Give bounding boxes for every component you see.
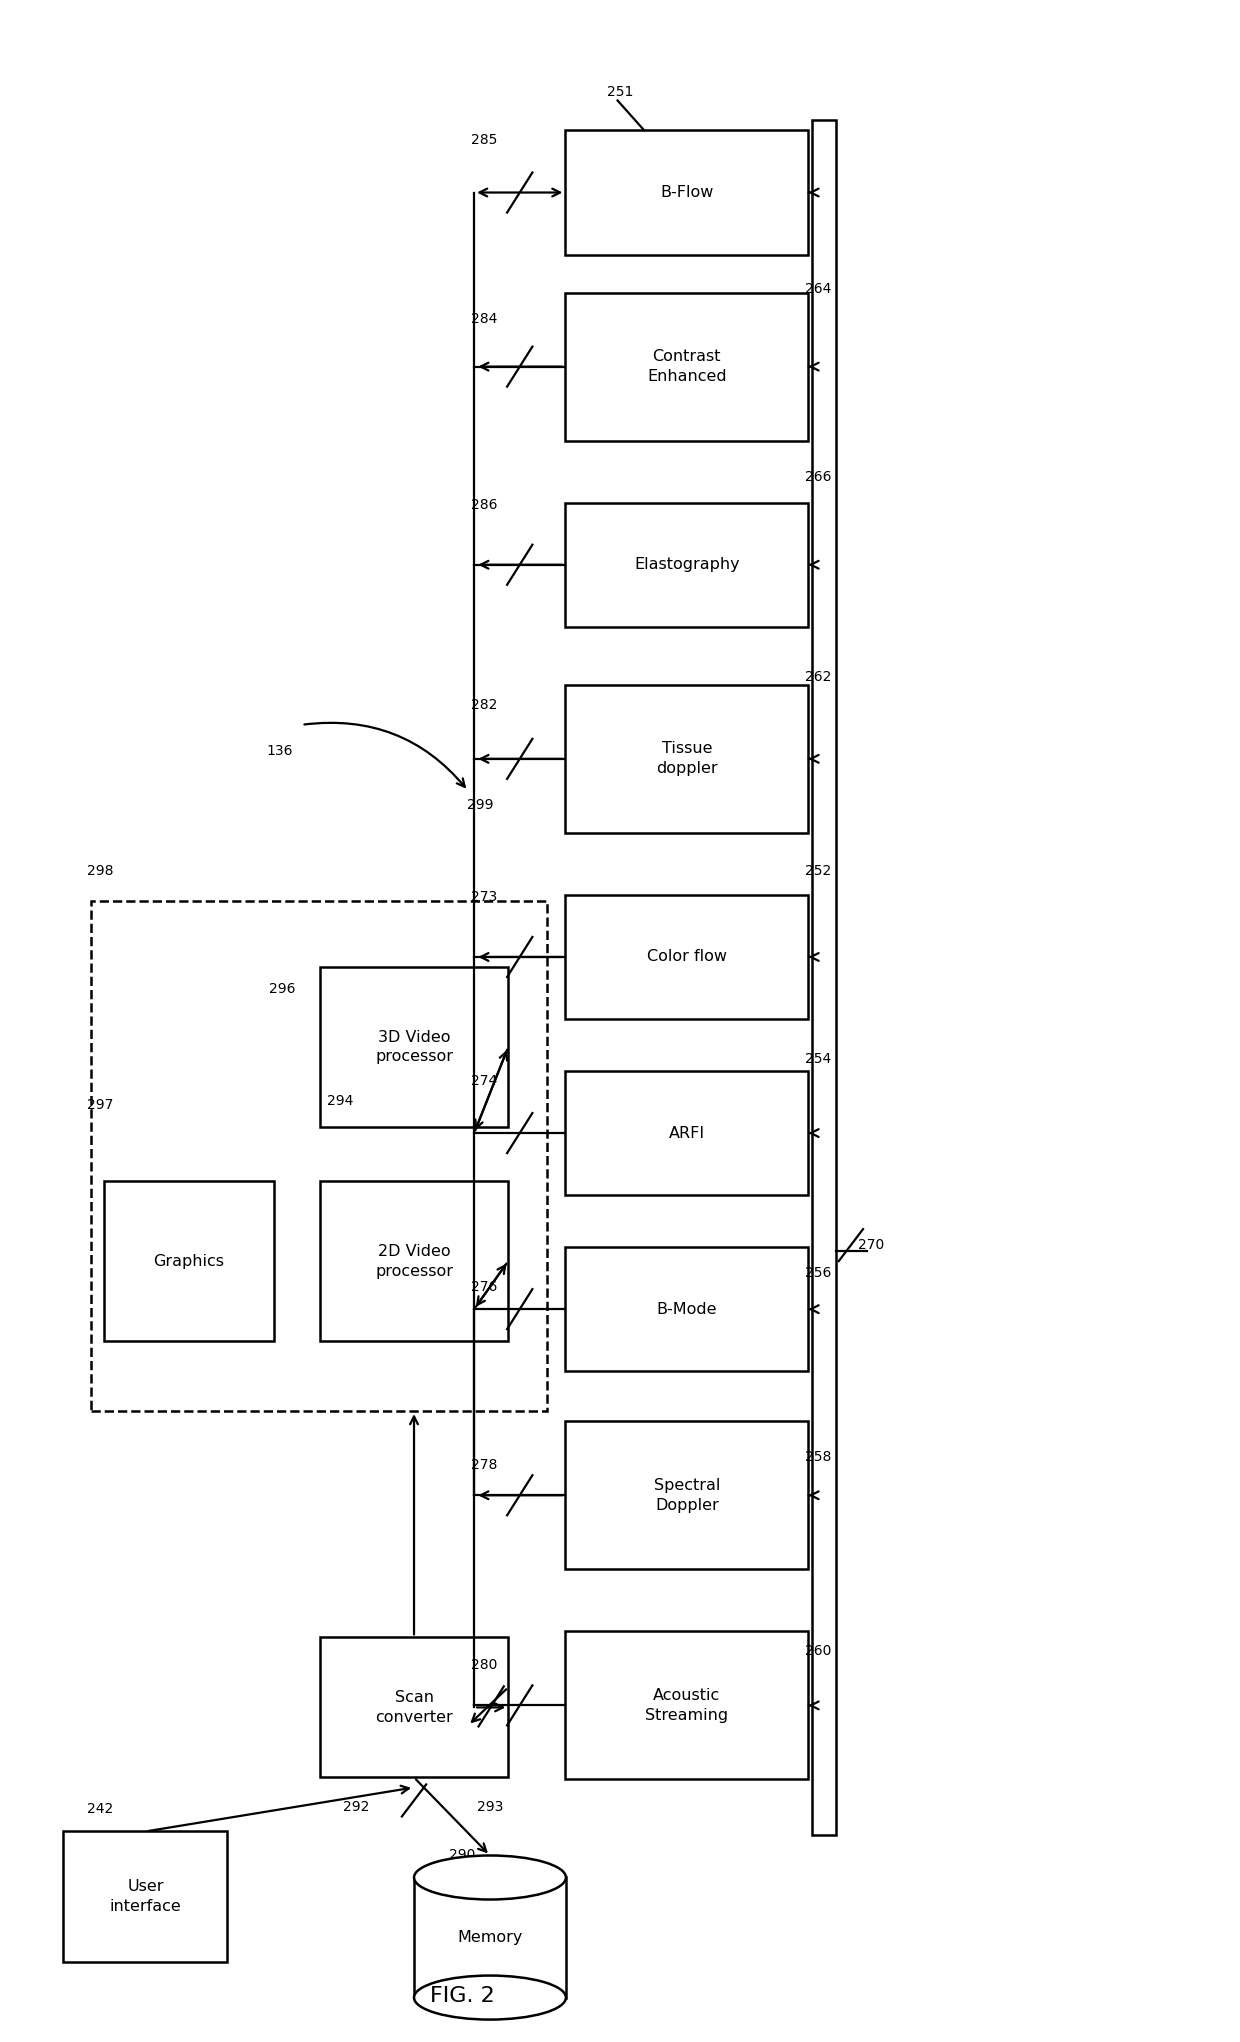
Text: 276: 276 xyxy=(471,1280,497,1295)
Text: 293: 293 xyxy=(477,1801,503,1815)
Text: Scan
converter: Scan converter xyxy=(376,1691,453,1725)
Text: User
interface: User interface xyxy=(109,1879,181,1913)
Bar xyxy=(414,1877,565,1997)
Text: 294: 294 xyxy=(327,1095,353,1109)
Ellipse shape xyxy=(414,1975,565,2020)
Text: Elastography: Elastography xyxy=(634,557,739,572)
Text: 292: 292 xyxy=(343,1801,370,1815)
Text: 299: 299 xyxy=(467,798,494,813)
Text: 274: 274 xyxy=(471,1074,497,1088)
Text: 296: 296 xyxy=(269,982,295,996)
Text: 270: 270 xyxy=(858,1237,884,1252)
Bar xyxy=(565,684,808,833)
Text: 264: 264 xyxy=(805,282,831,296)
Text: 2D Video
processor: 2D Video processor xyxy=(374,1244,453,1278)
Bar xyxy=(565,1632,808,1779)
Bar xyxy=(565,894,808,1019)
Text: 242: 242 xyxy=(87,1803,113,1817)
Text: 251: 251 xyxy=(606,86,634,100)
Text: 286: 286 xyxy=(471,498,497,513)
Text: Contrast
Enhanced: Contrast Enhanced xyxy=(647,349,727,384)
Bar xyxy=(320,1180,508,1342)
Bar xyxy=(320,1638,508,1777)
Bar xyxy=(320,968,508,1127)
Text: 284: 284 xyxy=(471,312,497,325)
Text: ARFI: ARFI xyxy=(668,1125,704,1141)
Text: B-Flow: B-Flow xyxy=(660,186,713,200)
Text: FIG. 2: FIG. 2 xyxy=(429,1985,495,2005)
Text: Spectral
Doppler: Spectral Doppler xyxy=(653,1478,720,1513)
Bar xyxy=(565,502,808,627)
Ellipse shape xyxy=(414,1856,565,1899)
Text: Memory: Memory xyxy=(458,1930,523,1946)
Text: 262: 262 xyxy=(805,670,831,684)
Bar xyxy=(63,1832,227,1962)
Text: 282: 282 xyxy=(471,698,497,713)
Bar xyxy=(565,1072,808,1195)
Text: 260: 260 xyxy=(805,1644,831,1658)
Text: 290: 290 xyxy=(449,1848,475,1862)
Text: 266: 266 xyxy=(805,470,831,484)
Text: B-Mode: B-Mode xyxy=(657,1301,717,1317)
Text: 254: 254 xyxy=(805,1052,831,1066)
Text: 3D Video
processor: 3D Video processor xyxy=(374,1029,453,1064)
Text: 285: 285 xyxy=(471,133,497,147)
Text: 298: 298 xyxy=(87,864,113,878)
Text: 280: 280 xyxy=(471,1658,497,1672)
Bar xyxy=(565,292,808,441)
Text: Graphics: Graphics xyxy=(153,1254,224,1268)
Bar xyxy=(565,131,808,255)
Bar xyxy=(103,1180,274,1342)
Text: 136: 136 xyxy=(267,743,293,758)
Bar xyxy=(92,901,547,1411)
Text: 258: 258 xyxy=(805,1450,831,1464)
Text: 297: 297 xyxy=(87,1099,113,1113)
Text: 278: 278 xyxy=(471,1458,497,1472)
Text: 256: 256 xyxy=(805,1266,831,1280)
Text: Color flow: Color flow xyxy=(647,950,727,964)
Bar xyxy=(812,120,836,1836)
Text: 273: 273 xyxy=(471,890,497,905)
Text: 252: 252 xyxy=(805,864,831,878)
Bar xyxy=(565,1248,808,1372)
Bar xyxy=(565,1421,808,1570)
Text: Tissue
doppler: Tissue doppler xyxy=(656,741,718,776)
Text: Acoustic
Streaming: Acoustic Streaming xyxy=(645,1689,728,1723)
